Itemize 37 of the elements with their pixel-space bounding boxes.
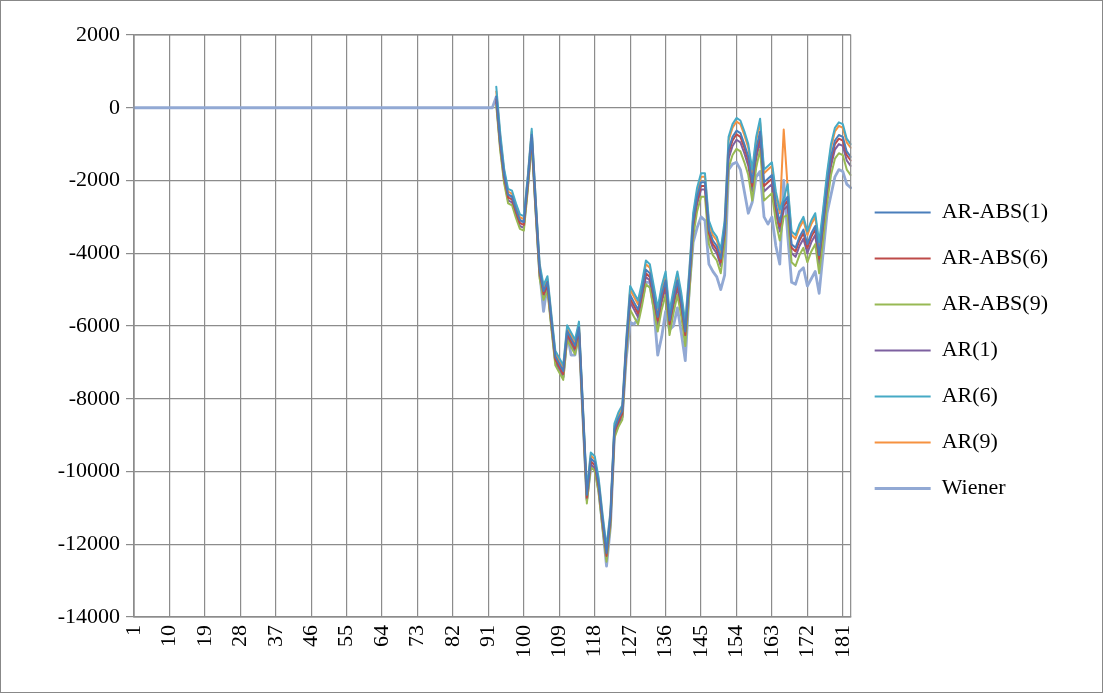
legend-label: AR-ABS(9) <box>941 290 1049 316</box>
legend-label: AR-ABS(1) <box>941 198 1049 224</box>
y-tick-label: -12000 <box>57 530 120 556</box>
legend-label: AR(1) <box>941 336 998 362</box>
x-tick-label: 172 <box>793 625 819 658</box>
y-tick-label: -4000 <box>68 239 120 265</box>
x-tick-label: 109 <box>545 625 571 658</box>
y-tick-label: -8000 <box>68 384 120 410</box>
x-tick-label: 145 <box>686 625 712 658</box>
x-tick-label: 64 <box>367 625 393 647</box>
x-tick-label: 82 <box>438 625 464 647</box>
y-tick-label: -6000 <box>68 311 120 337</box>
x-tick-label: 127 <box>615 625 641 658</box>
legend-label: AR(6) <box>941 382 998 408</box>
x-tick-label: 73 <box>403 625 429 647</box>
x-tick-label: 136 <box>651 625 677 658</box>
x-tick-label: 28 <box>226 625 252 647</box>
y-tick-label: 2000 <box>76 20 120 46</box>
x-tick-label: 91 <box>474 625 500 647</box>
y-tick-label: -2000 <box>68 166 120 192</box>
legend-label: AR(9) <box>941 428 998 454</box>
x-tick-label: 1 <box>119 625 145 636</box>
x-tick-label: 37 <box>261 625 287 647</box>
legend-label: Wiener <box>941 474 1007 500</box>
y-tick-label: -14000 <box>57 602 120 628</box>
x-tick-label: 19 <box>190 625 216 647</box>
x-tick-label: 10 <box>155 625 181 647</box>
x-tick-label: 154 <box>722 625 748 658</box>
y-tick-label: -10000 <box>57 457 120 483</box>
legend-label: AR-ABS(6) <box>941 244 1049 270</box>
x-tick-label: 100 <box>509 625 535 658</box>
x-tick-label: 163 <box>757 625 783 658</box>
x-tick-label: 181 <box>828 625 854 658</box>
y-tick-label: 0 <box>109 93 120 119</box>
x-tick-label: 46 <box>296 625 322 647</box>
x-tick-label: 55 <box>332 625 358 647</box>
x-tick-label: 118 <box>580 625 606 658</box>
